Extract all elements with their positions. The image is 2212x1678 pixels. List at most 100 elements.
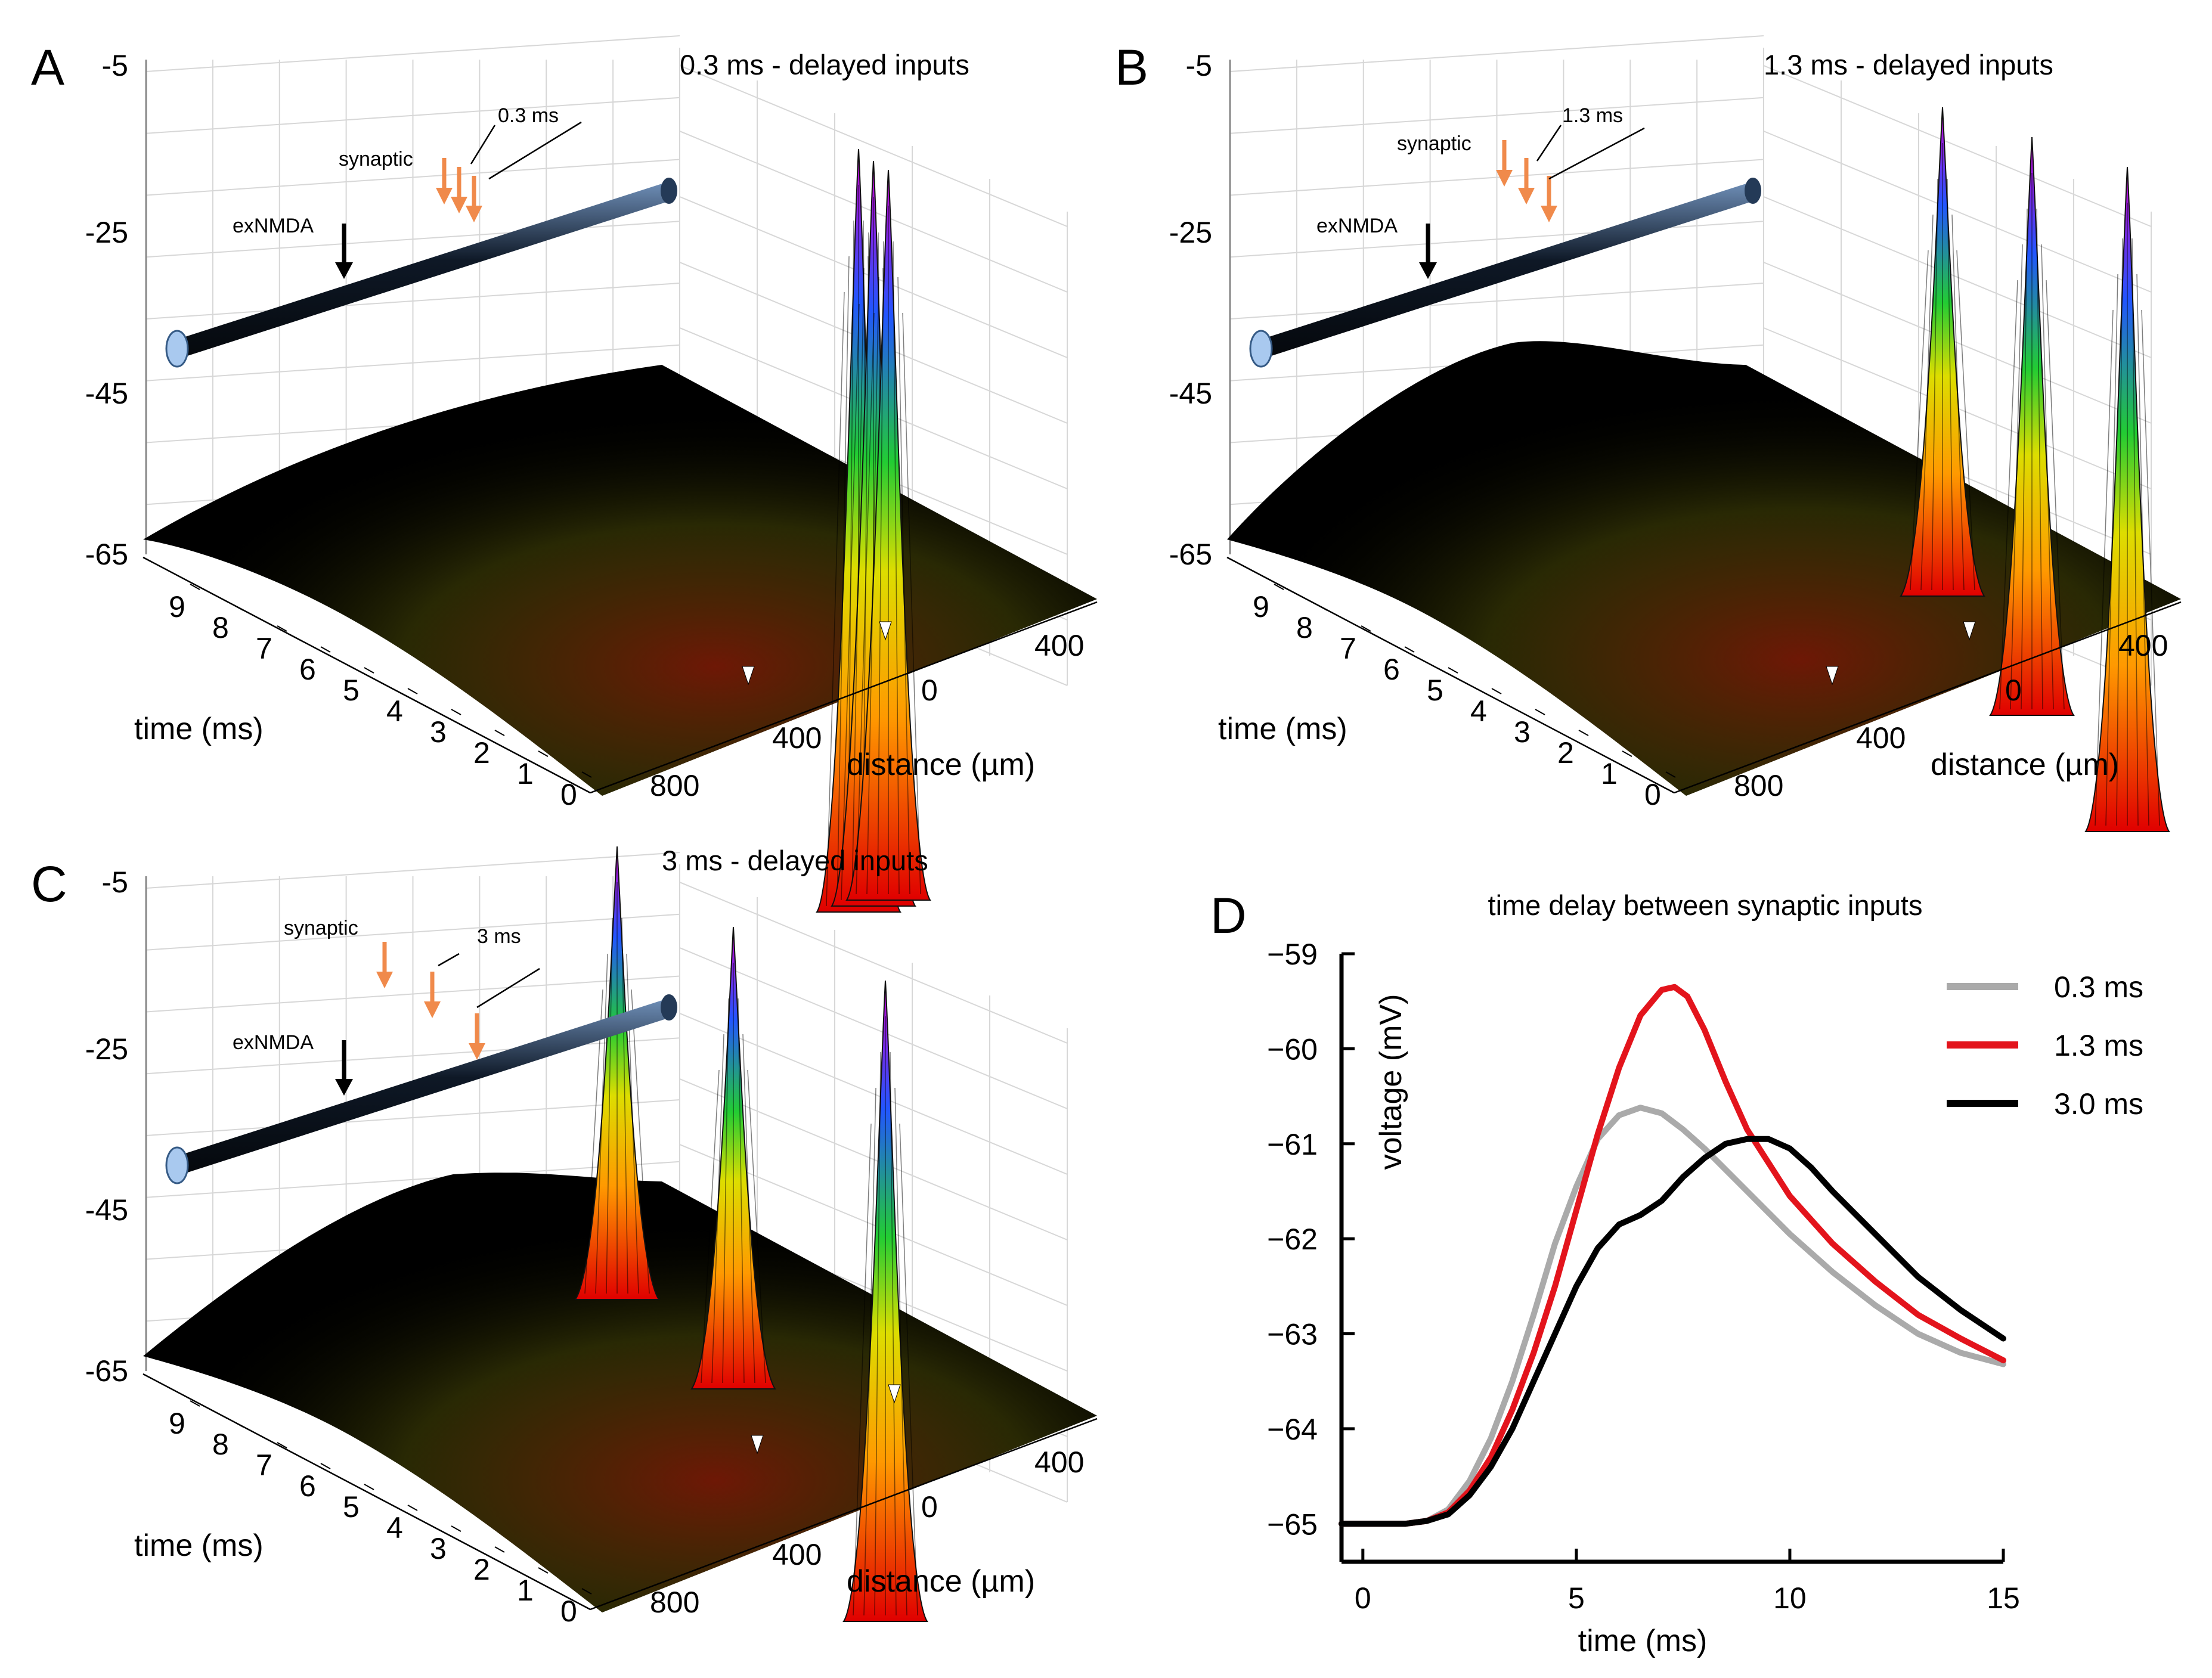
time-axis-title: time (ms): [1218, 712, 1347, 746]
time-tick-label: 7: [1340, 632, 1356, 665]
time-tick-label: 0: [560, 1595, 577, 1628]
y-tick-label: −59: [1267, 938, 1318, 971]
surface-shading: [1227, 341, 2181, 796]
y-axis-title: voltage (mV): [1374, 994, 1408, 1170]
panel-a-surface: A -5 -25 -45 -65 exNMDA synaptic 0.3 ms 0.3 ms -…: [31, 35, 1098, 913]
y-tick-label: −60: [1267, 1032, 1318, 1066]
z-tick-label: -45: [1169, 377, 1212, 410]
z-tick-label: -25: [1169, 216, 1212, 249]
time-tick-label: 7: [256, 632, 272, 665]
time-tick-label: 5: [1427, 674, 1443, 707]
input-marker: [742, 666, 755, 686]
synaptic-label: synaptic: [339, 148, 413, 170]
legend-label: 0.3 ms: [2054, 970, 2143, 1004]
panel-title: 0.3 ms - delayed inputs: [680, 49, 969, 80]
distance-axis-title: distance (µm): [847, 1564, 1035, 1599]
synaptic-arrow-head: [1518, 188, 1535, 204]
x-axis-title: time (ms): [1578, 1624, 1708, 1658]
z-tick-label: -65: [1169, 538, 1212, 571]
distance-tick-label: 400: [772, 721, 822, 755]
panel-label: D: [1210, 888, 1247, 944]
exnmda-arrow-head: [335, 262, 353, 279]
series-line: [1339, 1105, 2006, 1527]
x-tick-label: 10: [1773, 1581, 1807, 1615]
time-tick-label: 8: [212, 611, 229, 644]
cable-end: [165, 1146, 189, 1184]
z-tick-label: -45: [85, 1193, 128, 1227]
exnmda-label: exNMDA: [1316, 215, 1398, 237]
delay-label: 0.3 ms: [498, 104, 559, 127]
z-tick-label: -5: [1186, 49, 1212, 82]
time-tick-label: 2: [1557, 736, 1574, 770]
synaptic-arrow-head: [1541, 206, 1557, 222]
synaptic-arrow-head: [436, 188, 453, 204]
cable-far-end: [1745, 178, 1761, 204]
x-tick-label: 15: [1987, 1581, 2020, 1615]
synaptic-arrow-head: [376, 972, 393, 988]
time-axis-title: time (ms): [134, 1528, 264, 1563]
surface-shading: [143, 365, 1097, 796]
delay-leader-line: [470, 121, 582, 180]
time-tick-label: 5: [343, 1490, 360, 1524]
y-tick-label: −61: [1267, 1128, 1318, 1161]
delay-leader-line: [1536, 125, 1645, 180]
panel-label: B: [1115, 39, 1148, 95]
series-line: [1339, 1136, 2006, 1527]
time-tick-label: 6: [299, 653, 316, 686]
synaptic-arrow-head: [451, 197, 467, 213]
distance-tick-label: 0: [2005, 674, 2022, 707]
z-tick-label: -65: [85, 538, 128, 571]
distance-tick-label: 800: [650, 1586, 699, 1619]
synaptic-arrow-head: [424, 1001, 441, 1018]
legend-label: 1.3 ms: [2054, 1029, 2143, 1062]
distance-tick-label: 0: [921, 1490, 938, 1524]
time-tick-label: 4: [1470, 694, 1487, 728]
time-tick-label: 4: [386, 1511, 403, 1544]
distance-tick-label: 400: [1034, 1446, 1084, 1479]
distance-tick-label: 800: [650, 769, 699, 802]
delay-label: 3 ms: [477, 925, 521, 948]
synaptic-arrow-head: [1496, 170, 1513, 187]
time-tick-label: 2: [473, 1553, 490, 1586]
cable-far-end: [661, 178, 677, 204]
distance-tick-label: 800: [1734, 769, 1783, 802]
time-tick-label: 1: [517, 757, 534, 790]
time-tick-label: 2: [473, 736, 490, 770]
panel-label: C: [31, 856, 67, 912]
time-tick-label: 3: [430, 1532, 447, 1565]
input-marker: [1963, 621, 1976, 641]
delay-label: 1.3 ms: [1562, 104, 1623, 127]
z-tick-label: -5: [102, 866, 128, 899]
panel-label: A: [31, 39, 64, 95]
x-tick-label: 0: [1355, 1581, 1371, 1615]
time-axis-title: time (ms): [134, 712, 264, 746]
input-marker: [1826, 666, 1839, 686]
dendrite-cable: [176, 998, 674, 1174]
legend-label: 3.0 ms: [2054, 1087, 2143, 1121]
chart-title: time delay between synaptic inputs: [1488, 889, 1923, 921]
distance-tick-label: 0: [921, 674, 938, 707]
delay-leader-line: [438, 953, 540, 1009]
time-tick-label: 9: [169, 1407, 185, 1440]
cable-far-end: [661, 994, 677, 1021]
z-tick-label: -65: [85, 1354, 128, 1388]
distance-tick-label: 400: [772, 1538, 822, 1571]
y-tick-label: −62: [1267, 1223, 1318, 1256]
time-tick-label: 6: [299, 1469, 316, 1503]
exnmda-arrow-head: [1419, 262, 1437, 279]
time-tick-label: 8: [212, 1428, 229, 1461]
panel-title: 3 ms - delayed inputs: [662, 845, 928, 876]
time-tick-label: 3: [1514, 715, 1531, 749]
y-tick-label: −63: [1267, 1318, 1318, 1351]
time-tick-label: 0: [1644, 778, 1661, 811]
distance-tick-label: 400: [1034, 629, 1084, 662]
input-marker: [751, 1435, 764, 1454]
distance-axis-title: distance (µm): [1931, 747, 2119, 782]
panel-b-surface: B -5 -25 -45 -65 exNMDA synaptic 1.3 ms 1.3 ms -…: [1115, 35, 2182, 832]
z-tick-label: -25: [85, 1032, 128, 1066]
synaptic-label: synaptic: [1397, 132, 1471, 155]
time-tick-label: 3: [430, 715, 447, 749]
input-marker: [888, 1384, 901, 1404]
